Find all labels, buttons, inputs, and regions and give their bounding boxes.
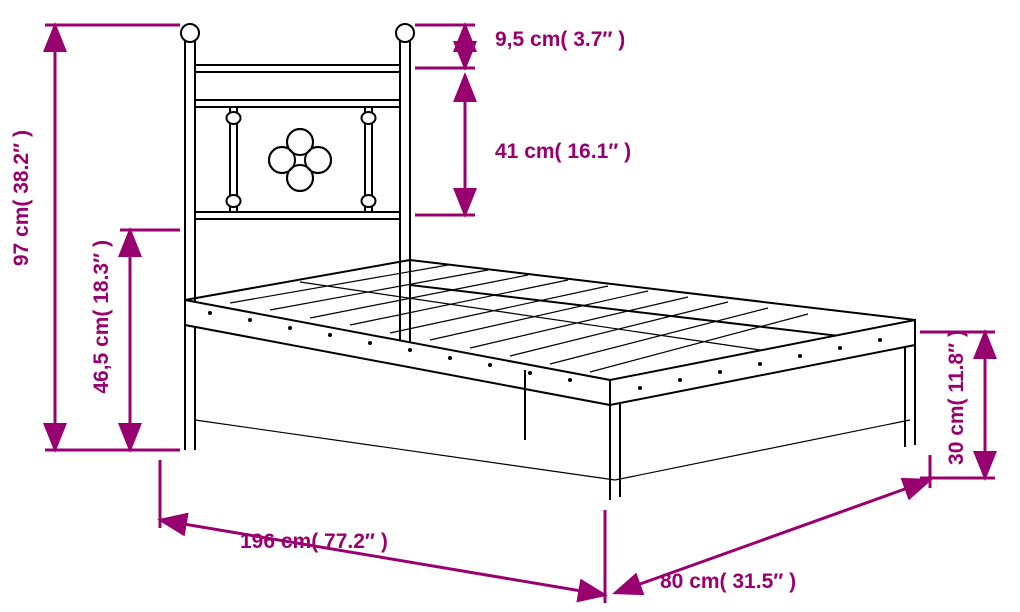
dim-length: 196 cm( 77.2″ ) [240, 530, 388, 554]
dim-mid-height: 46,5 cm( 18.3″ ) [90, 240, 114, 394]
dim-head-panel: 41 cm( 16.1″ ) [495, 140, 631, 164]
dim-top-gap: 9,5 cm( 3.7″ ) [495, 28, 625, 52]
dimension-lines [0, 0, 1020, 612]
dim-total-height: 97 cm( 38.2″ ) [10, 130, 34, 266]
dim-ground-clear: 30 cm( 11.8″ ) [945, 330, 969, 465]
dim-width: 80 cm( 31.5″ ) [660, 570, 796, 594]
